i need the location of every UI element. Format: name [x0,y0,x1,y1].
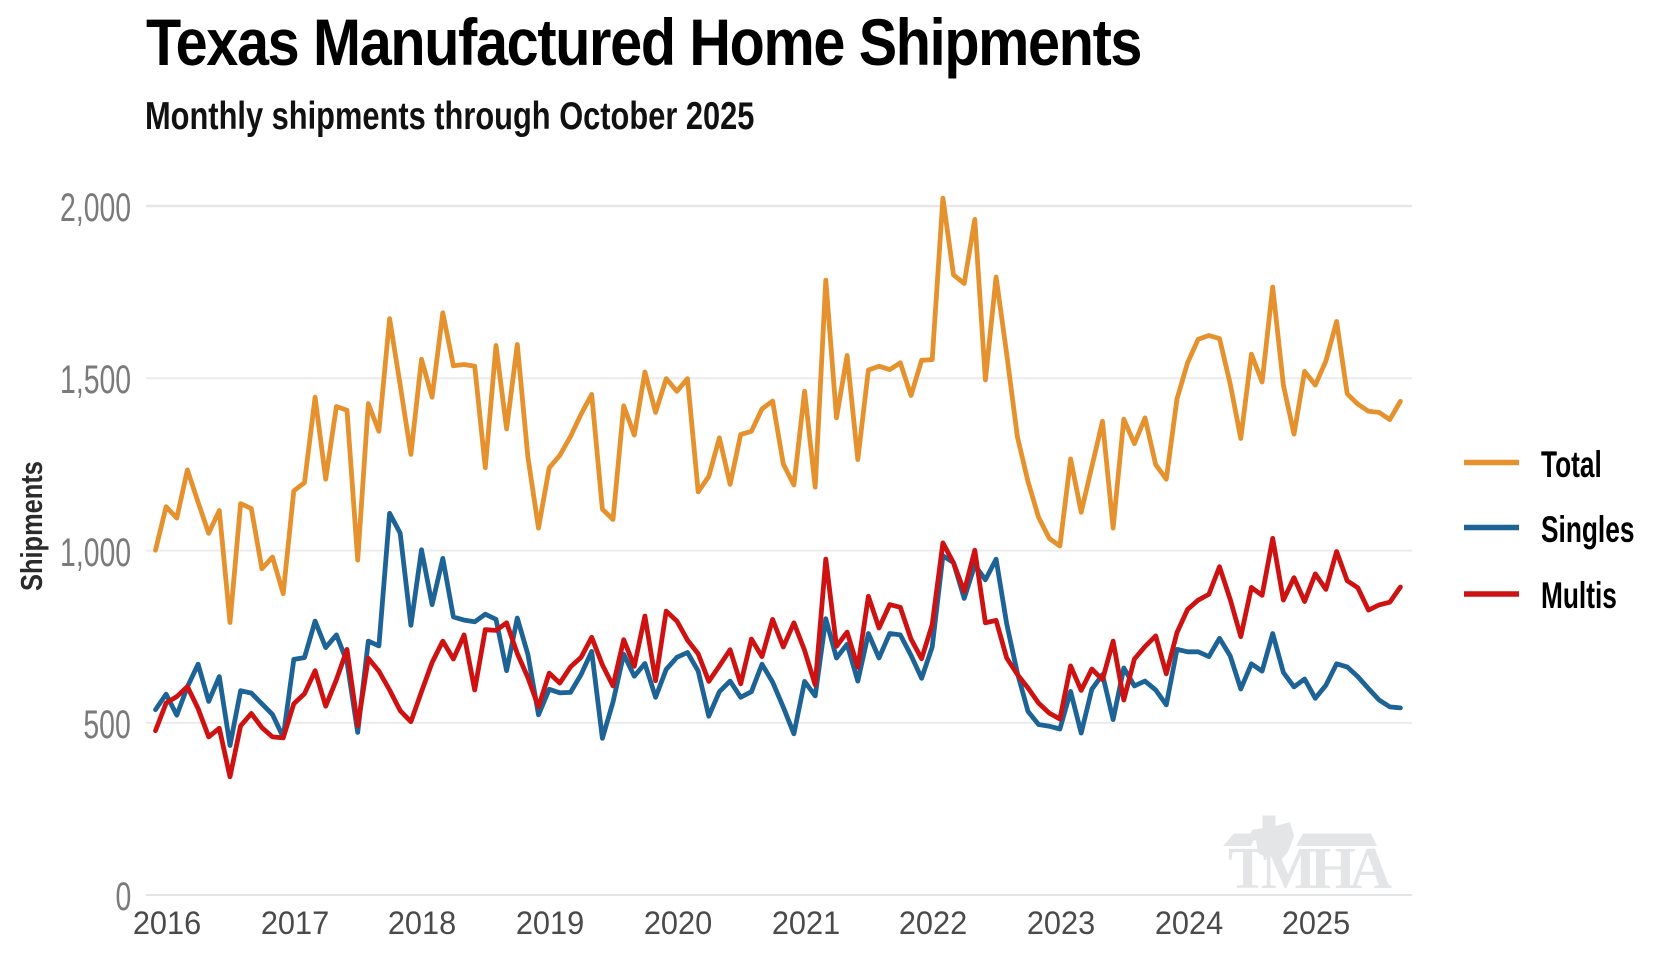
svg-text:TMHA: TMHA [1228,835,1392,901]
